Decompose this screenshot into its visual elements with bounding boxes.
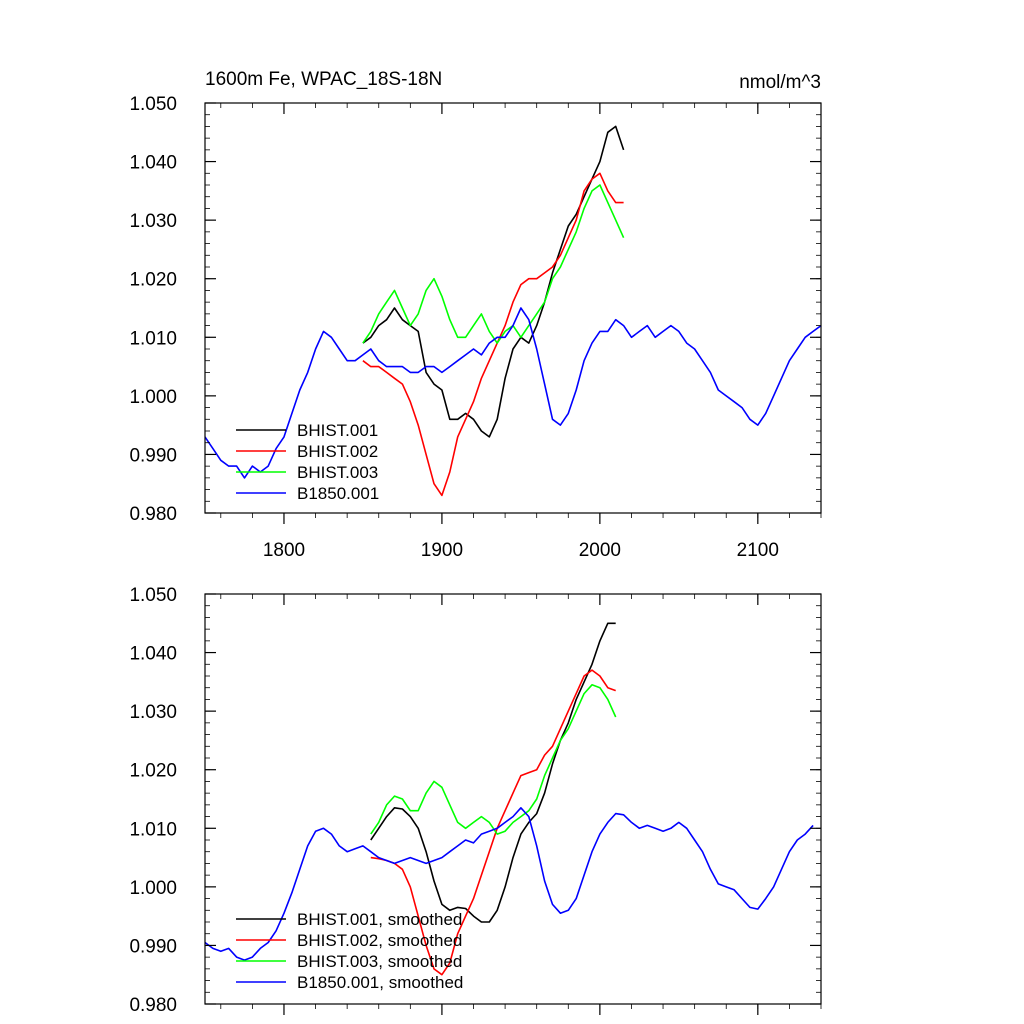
- series-line-2: [362, 172, 624, 497]
- series-line-4: [205, 806, 814, 961]
- series-line-4: [205, 307, 821, 479]
- legend-label-1: BHIST.001: [297, 421, 378, 440]
- y-tick-label: 0.980: [129, 995, 177, 1016]
- series-line-1: [362, 125, 625, 438]
- y-tick-label: 0.990: [129, 936, 177, 957]
- y-tick-label: 1.010: [129, 328, 177, 349]
- y-tick-label: 1.050: [129, 585, 177, 606]
- y-tick-label: 1.030: [129, 211, 177, 232]
- series-line-3: [370, 683, 617, 835]
- y-tick-label: 1.000: [129, 387, 177, 408]
- plot-frame: [204, 102, 822, 514]
- legend-label-4: B1850.001: [297, 484, 379, 503]
- y-tick-label: 1.010: [129, 819, 177, 840]
- y-tick-label: 1.020: [129, 270, 177, 291]
- legend-label-3: BHIST.003: [297, 463, 378, 482]
- y-tick-label: 1.040: [129, 153, 177, 174]
- series-line-3: [362, 184, 625, 344]
- y-tick-label: 1.000: [129, 878, 177, 899]
- legend-label-2: BHIST.002: [297, 442, 378, 461]
- legend-label-4: B1850.001, smoothed: [297, 973, 463, 992]
- legend-label-3: BHIST.003, smoothed: [297, 952, 462, 971]
- plot-frame: [204, 593, 822, 1005]
- chart-panel-1: 0.980 0.990 1.000 1.010 1.020 1.030 1.040 1.050…: [129, 69, 822, 561]
- y-tick-label: 1.030: [129, 702, 177, 723]
- legend-label-2: BHIST.002, smoothed: [297, 931, 462, 950]
- x-tick-label: 1900: [421, 540, 463, 561]
- chart-title: 1600m Fe, WPAC_18S-18N: [205, 69, 442, 90]
- legend-label-1: BHIST.001, smoothed: [297, 910, 462, 929]
- y-tick-label: 1.020: [129, 761, 177, 782]
- y-tick-label: 0.990: [129, 445, 177, 466]
- units-label: nmol/m^3: [739, 72, 821, 93]
- x-tick-label: 1800: [263, 540, 305, 561]
- y-tick-label: 1.050: [129, 94, 177, 115]
- series-line-1: [370, 622, 616, 923]
- series-line-2: [370, 669, 616, 976]
- chart-panel-2: 0.980 0.990 1.000 1.010 1.020 1.030 1.040 1.050…: [129, 585, 822, 1016]
- y-tick-label: 0.980: [129, 504, 177, 525]
- x-tick-label: 2000: [579, 540, 621, 561]
- x-tick-label: 2100: [737, 540, 779, 561]
- y-tick-label: 1.040: [129, 644, 177, 665]
